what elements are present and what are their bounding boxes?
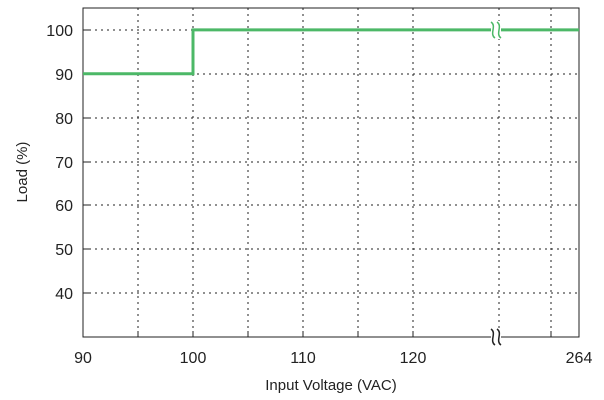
load-series-line (83, 28, 579, 76)
y-tick-label: 70 (55, 155, 73, 172)
y-tick-label: 80 (55, 111, 73, 128)
x-tick-label: 120 (400, 350, 427, 367)
x-tick-label: 110 (290, 350, 316, 367)
x-tick-labels: 90 100 110 120 264 (74, 350, 592, 367)
y-tick-label: 100 (46, 23, 73, 40)
y-tick-label: 40 (55, 286, 73, 303)
y-tick-label: 50 (55, 242, 73, 259)
y-axis-title: Load (%) (14, 142, 31, 203)
y-tick-label: 60 (55, 198, 73, 215)
plot-frame (82, 7, 580, 338)
series-layer (83, 28, 579, 76)
y-tick-label: 90 (55, 67, 73, 84)
y-tick-labels: 40 50 60 70 80 90 100 (46, 23, 73, 303)
x-axis-title: Input Voltage (VAC) (265, 377, 396, 394)
x-tick-label: 90 (74, 350, 92, 367)
series-break-mark (490, 21, 502, 39)
axis-ticks (83, 29, 552, 337)
x-tick-label: 100 (180, 350, 207, 367)
grid-lines (83, 8, 579, 337)
axis-break-marks (490, 21, 502, 346)
x-axis-break-mark (490, 328, 502, 346)
x-tick-label: 264 (566, 350, 593, 367)
